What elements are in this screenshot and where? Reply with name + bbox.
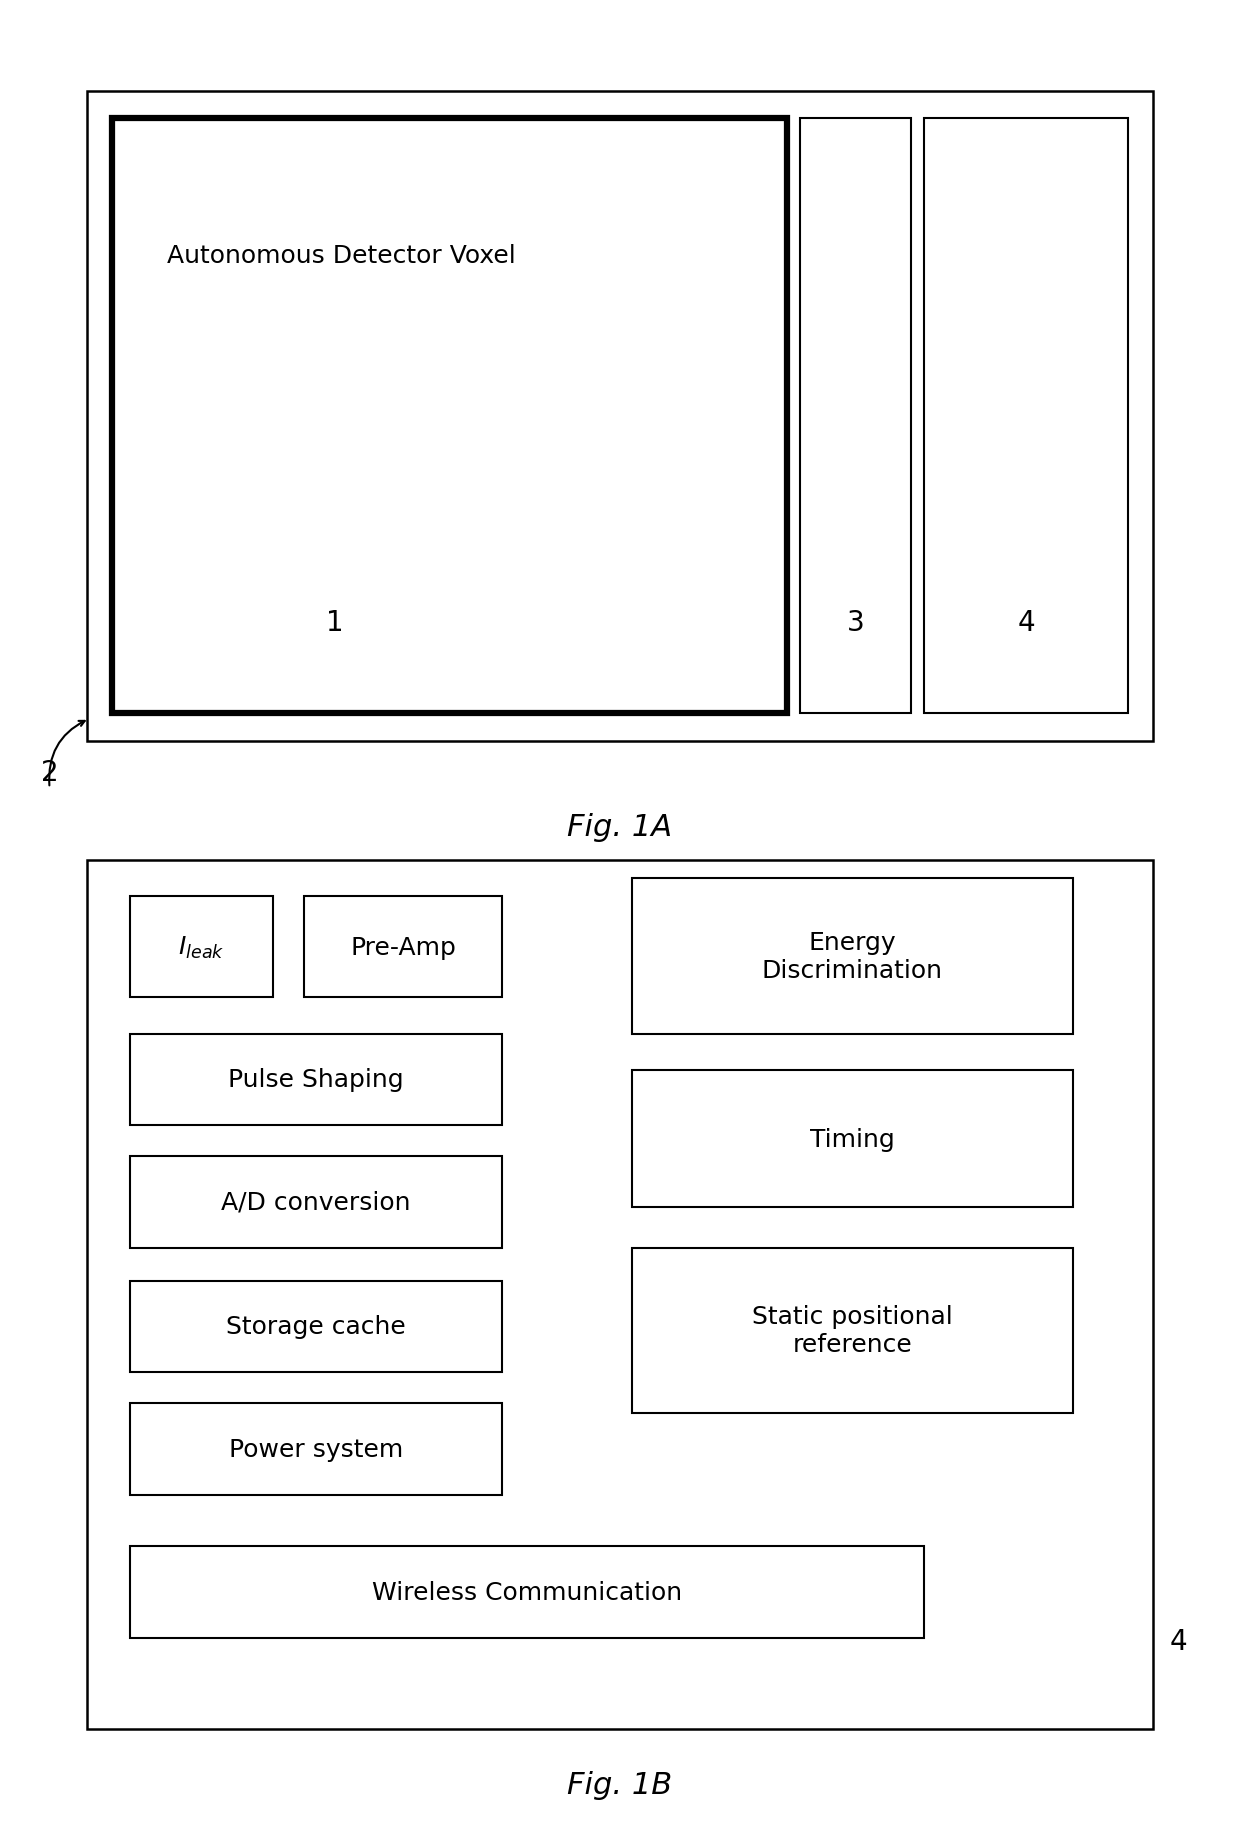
Text: Pre-Amp: Pre-Amp xyxy=(350,935,456,959)
Text: Fig. 1B: Fig. 1B xyxy=(568,1770,672,1799)
Bar xyxy=(130,897,273,997)
Bar xyxy=(924,119,1128,714)
Text: Storage cache: Storage cache xyxy=(227,1314,405,1340)
Text: Pulse Shaping: Pulse Shaping xyxy=(228,1067,404,1093)
Bar xyxy=(87,92,1153,741)
Bar xyxy=(304,897,502,997)
Bar xyxy=(632,878,1073,1034)
Text: 4: 4 xyxy=(1018,608,1035,637)
Text: Autonomous Detector Voxel: Autonomous Detector Voxel xyxy=(167,243,516,269)
Bar xyxy=(632,1248,1073,1413)
Text: Power system: Power system xyxy=(229,1437,403,1462)
Text: Wireless Communication: Wireless Communication xyxy=(372,1579,682,1605)
Bar xyxy=(130,1034,502,1125)
Text: 4: 4 xyxy=(1169,1627,1187,1656)
Bar xyxy=(800,119,911,714)
Bar xyxy=(130,1281,502,1372)
Text: 2: 2 xyxy=(41,758,58,787)
Bar xyxy=(130,1157,502,1248)
Bar xyxy=(130,1404,502,1495)
Text: 3: 3 xyxy=(847,608,864,637)
Bar xyxy=(130,1546,924,1638)
Text: Fig. 1A: Fig. 1A xyxy=(568,813,672,842)
Bar xyxy=(87,860,1153,1729)
Bar xyxy=(112,119,787,714)
Text: Timing: Timing xyxy=(810,1127,895,1151)
Text: Energy
Discrimination: Energy Discrimination xyxy=(763,930,942,983)
Text: Static positional
reference: Static positional reference xyxy=(753,1305,952,1356)
Text: A/D conversion: A/D conversion xyxy=(222,1190,410,1215)
Text: 1: 1 xyxy=(326,608,343,637)
Text: $I_{leak}$: $I_{leak}$ xyxy=(179,933,224,961)
Bar xyxy=(632,1071,1073,1208)
